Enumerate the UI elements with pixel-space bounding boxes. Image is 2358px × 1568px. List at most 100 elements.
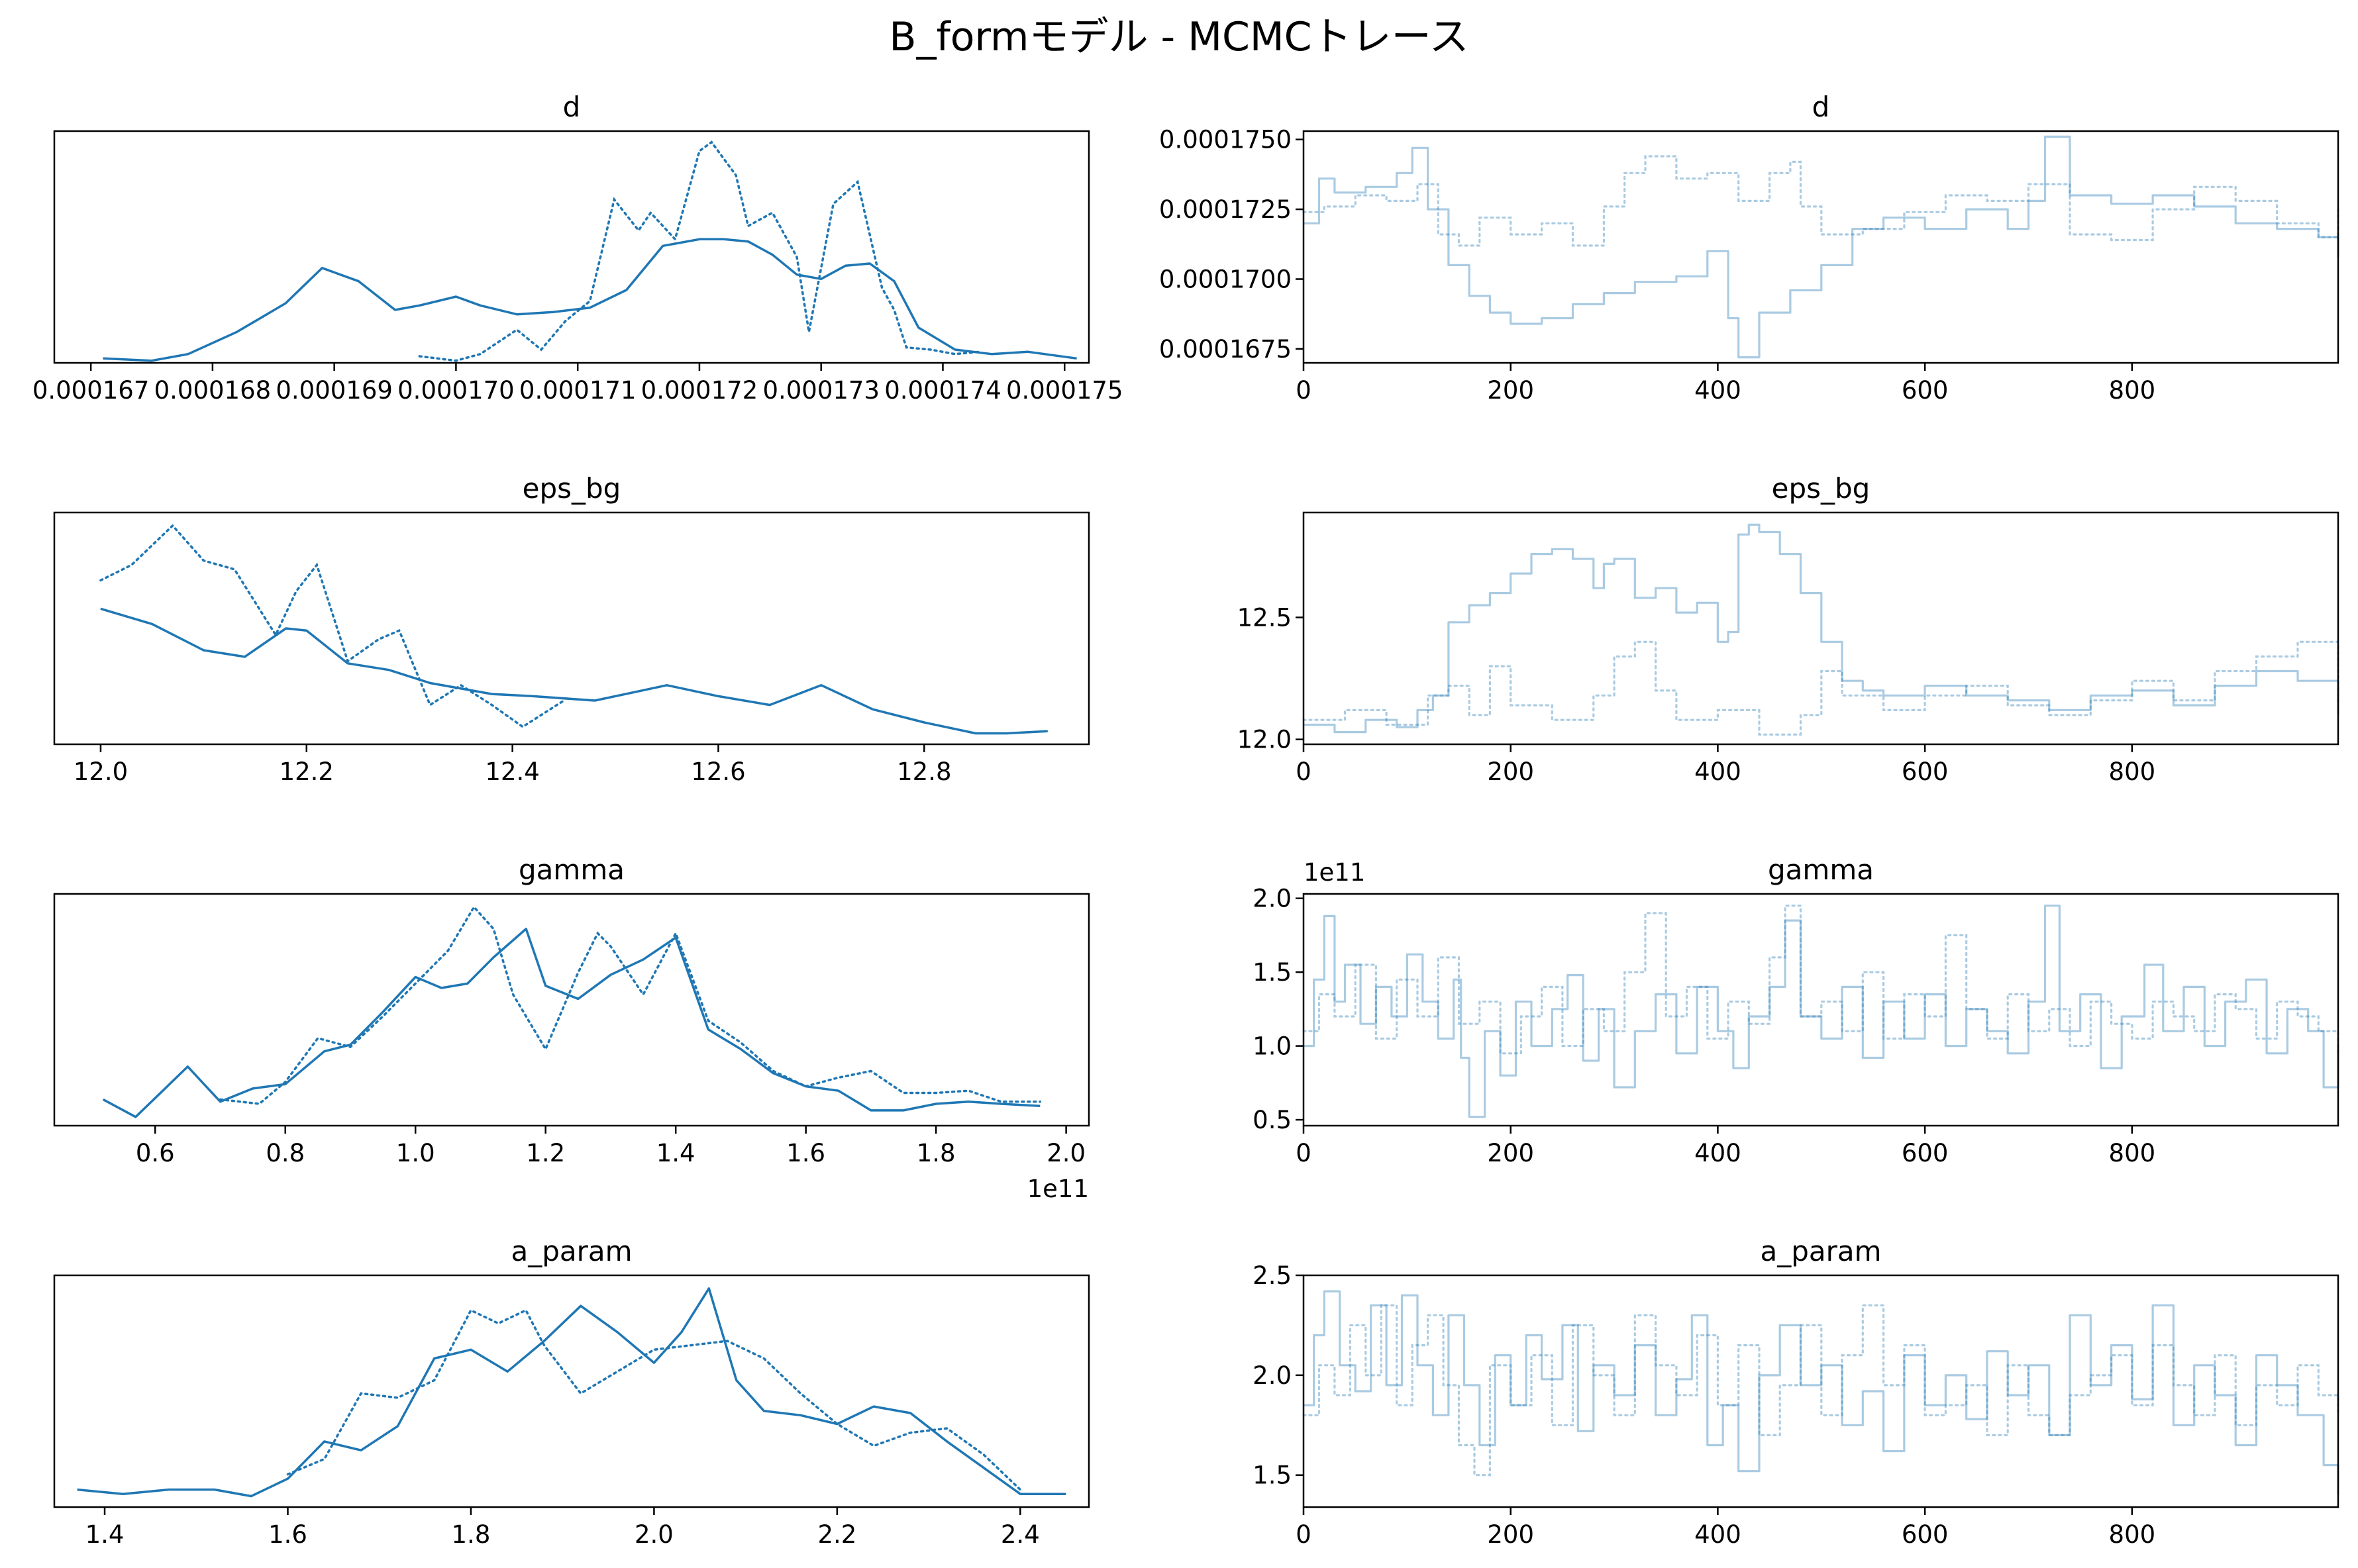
- d-trace-series-1-line: [1304, 135, 2339, 359]
- gamma-density-xtick-label: 1.8: [917, 1139, 956, 1167]
- d-trace-xtick-label: 800: [2109, 376, 2156, 405]
- gamma-density-axes-frame: [53, 893, 1090, 1127]
- a-param-trace-xtick-label: 800: [2109, 1520, 2156, 1549]
- a-param-density-xtick-label: 1.6: [268, 1520, 307, 1549]
- d-density-axes-frame: [53, 130, 1090, 364]
- eps-bg-density-axes-frame: [53, 511, 1090, 746]
- eps-bg-trace-series-2-line: [1302, 640, 2339, 736]
- d-trace-series-2-line: [1302, 155, 2339, 247]
- a-param-density-series-1-line: [77, 1287, 1066, 1498]
- gamma-density-series-1-line: [102, 928, 1041, 1118]
- a-param-density-xtick-label: 2.2: [817, 1520, 856, 1549]
- gamma-density-xtick-label: 0.8: [266, 1139, 305, 1167]
- d-density-xtick-label: 0.000173: [762, 376, 880, 405]
- gamma-trace-y-multiplier: 1e11: [1304, 858, 1365, 887]
- eps-bg-trace-ytick-label: 12.5: [1237, 603, 1292, 632]
- eps-bg-density-series-2-line: [99, 524, 566, 728]
- a-param-density-xtick-label: 2.0: [635, 1520, 674, 1549]
- eps-bg-trace-title: eps_bg: [1772, 472, 1871, 505]
- gamma-trace-xtick-label: 800: [2109, 1139, 2156, 1167]
- eps-bg-density-xtick-label: 12.8: [897, 758, 951, 786]
- a-param-density-series-2-line: [286, 1308, 1022, 1491]
- gamma-trace-xtick-label: 0: [1296, 1139, 1311, 1167]
- d-density-xtick-label: 0.000172: [641, 376, 758, 405]
- a-param-trace-ytick-label: 2.0: [1253, 1361, 1292, 1390]
- eps-bg-density-xtick-label: 12.2: [280, 758, 334, 786]
- gamma-trace-panel: gamma 0 200 400 600 800 0.5 1.0 1.5 2.0 1e11: [1253, 854, 2339, 1167]
- d-density-xtick-label: 0.000174: [884, 376, 1001, 405]
- eps-bg-trace-ytick-label: 12.0: [1237, 726, 1292, 754]
- gamma-density-xtick-label: 1.4: [656, 1139, 695, 1167]
- d-trace-xtick-label: 0: [1296, 376, 1311, 405]
- gamma-density-xtick-label: 0.6: [136, 1139, 175, 1167]
- d-density-xtick-label: 0.000167: [32, 376, 150, 405]
- d-trace-xtick-label: 600: [1902, 376, 1949, 405]
- gamma-density-xtick-label: 1.2: [526, 1139, 565, 1167]
- eps-bg-density-xtick-label: 12.4: [485, 758, 539, 786]
- gamma-trace-xtick-label: 600: [1902, 1139, 1949, 1167]
- gamma-trace-series-2-line: [1302, 905, 2339, 1055]
- a-param-trace-xtick-label: 600: [1902, 1520, 1949, 1549]
- a-param-density-axes-frame: [53, 1274, 1090, 1508]
- a-param-trace-ytick-label: 2.5: [1253, 1261, 1292, 1290]
- gamma-trace-ytick-label: 2.0: [1253, 885, 1292, 913]
- figure-title: B_formモデル - MCMCトレース: [889, 14, 1468, 60]
- a-param-density-panel: a_param 1.4 1.6 1.8 2.0 2.2 2.4: [53, 1235, 1090, 1549]
- d-trace-xtick-label: 200: [1487, 376, 1534, 405]
- d-density-series-2-line: [418, 140, 981, 362]
- gamma-trace-axes-frame: [1302, 893, 2339, 1127]
- eps-bg-trace-series-1-line: [1304, 523, 2339, 734]
- a-param-trace-panel: a_param 0 200 400 600 800 1.5 2.0 2.5: [1253, 1235, 2339, 1549]
- gamma-density-panel: gamma 0.6 0.8 1.0 1.2 1.4 1.6 1.8 2.0 1e11: [53, 854, 1090, 1203]
- eps-bg-trace-xtick-label: 0: [1296, 758, 1311, 786]
- gamma-trace-xtick-label: 200: [1487, 1139, 1534, 1167]
- d-trace-panel: d 0 200 400 600 800 0.0001675 0.0001700 0.000172…: [1159, 91, 2339, 405]
- gamma-trace-ytick-label: 1.0: [1253, 1032, 1292, 1061]
- gamma-density-series-2-line: [219, 905, 1042, 1105]
- a-param-density-title: a_param: [511, 1235, 632, 1267]
- eps-bg-trace-xtick-label: 200: [1487, 758, 1534, 786]
- d-density-xtick-label: 0.000171: [519, 376, 637, 405]
- d-trace-xtick-label: 400: [1694, 376, 1741, 405]
- a-param-trace-title: a_param: [1760, 1235, 1881, 1267]
- d-trace-axes-frame: [1302, 130, 2339, 364]
- eps-bg-trace-xtick-label: 600: [1902, 758, 1949, 786]
- eps-bg-trace-xtick-label: 400: [1694, 758, 1741, 786]
- d-density-xtick-label: 0.000170: [397, 376, 515, 405]
- eps-bg-density-title: eps_bg: [523, 472, 621, 505]
- d-density-series-1-line: [103, 238, 1077, 362]
- eps-bg-trace-xtick-label: 800: [2109, 758, 2156, 786]
- eps-bg-density-panel: eps_bg 12.0 12.2 12.4 12.6 12.8: [53, 472, 1090, 786]
- d-trace-ytick-label: 0.0001725: [1159, 195, 1292, 224]
- gamma-density-title: gamma: [519, 854, 625, 886]
- d-density-title: d: [563, 91, 581, 123]
- a-param-trace-xtick-label: 400: [1694, 1520, 1741, 1549]
- d-trace-ytick-label: 0.0001675: [1159, 335, 1292, 364]
- gamma-trace-ytick-label: 0.5: [1253, 1106, 1292, 1134]
- d-trace-title: d: [1812, 91, 1830, 123]
- gamma-density-x-multiplier: 1e11: [1027, 1175, 1089, 1203]
- a-param-trace-axes-frame: [1302, 1274, 2339, 1508]
- a-param-density-xtick-label: 1.8: [452, 1520, 491, 1549]
- a-param-trace-series-1-line: [1304, 1290, 2339, 1495]
- eps-bg-density-xtick-label: 12.6: [691, 758, 745, 786]
- gamma-density-xtick-label: 1.6: [786, 1139, 825, 1167]
- gamma-trace-xtick-label: 400: [1694, 1139, 1741, 1167]
- d-density-xtick-label: 0.000169: [276, 376, 393, 405]
- eps-bg-density-xtick-label: 12.0: [74, 758, 128, 786]
- eps-bg-trace-axes-frame: [1302, 511, 2339, 746]
- gamma-density-xtick-label: 2.0: [1047, 1139, 1086, 1167]
- gamma-trace-series-1-line: [1304, 905, 2339, 1118]
- a-param-density-xtick-label: 2.4: [1001, 1520, 1040, 1549]
- eps-bg-trace-panel: eps_bg 0 200 400 600 800 12.0 12.5: [1237, 472, 2339, 786]
- a-param-trace-xtick-label: 0: [1296, 1520, 1311, 1549]
- d-density-xtick-label: 0.000175: [1006, 376, 1123, 405]
- eps-bg-density-series-1-line: [100, 607, 1048, 735]
- d-trace-ytick-label: 0.0001700: [1159, 265, 1292, 293]
- a-param-trace-series-2-line: [1302, 1304, 2339, 1477]
- gamma-trace-ytick-label: 1.5: [1253, 958, 1292, 987]
- d-density-panel: d0.000167 0.000168 0.000169 0.000170 0.00017…: [32, 91, 1123, 405]
- gamma-trace-title: gamma: [1768, 854, 1874, 886]
- a-param-trace-xtick-label: 200: [1487, 1520, 1534, 1549]
